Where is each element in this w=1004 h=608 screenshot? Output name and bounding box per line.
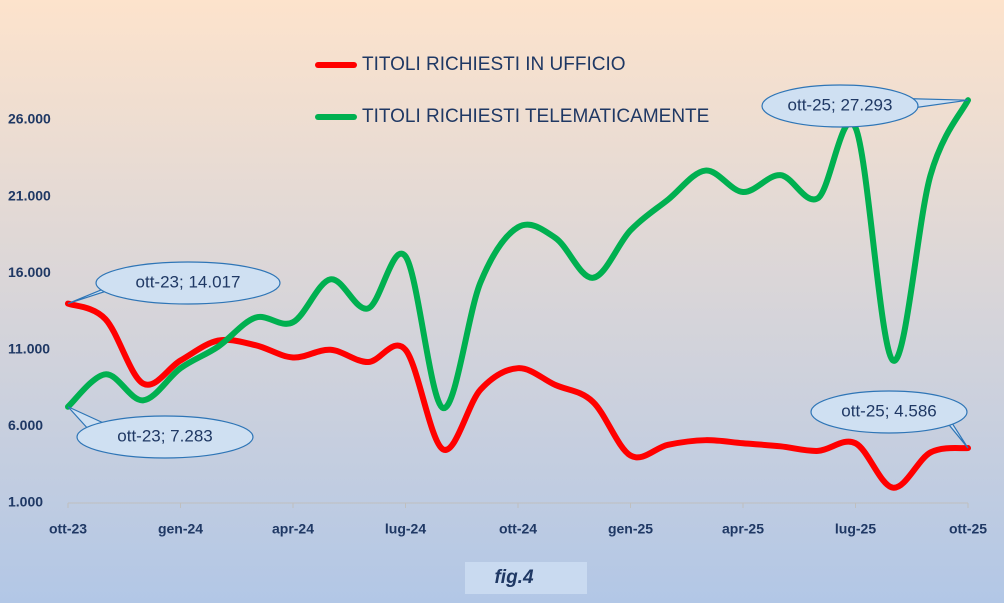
y-tick-label: 16.000 (8, 264, 51, 280)
data-label: ott-23; 7.283 (117, 426, 212, 445)
y-tick-label: 21.000 (8, 187, 51, 203)
x-tick-label: ott-25 (949, 521, 987, 537)
data-label: ott-25; 27.293 (788, 95, 893, 114)
callout (761, 84, 919, 128)
series-line (65, 97, 971, 412)
y-tick-label: 1.000 (8, 494, 43, 510)
x-tick-label: ott-23 (49, 521, 87, 537)
x-tick-label: ott-24 (499, 521, 537, 537)
data-label: ott-23; 14.017 (136, 272, 241, 291)
series-line (65, 300, 971, 491)
callout (95, 261, 281, 305)
y-tick-label: 6.000 (8, 417, 43, 433)
x-tick-label: gen-24 (158, 521, 203, 537)
callout (810, 390, 968, 434)
caption: fig.4 (494, 567, 533, 588)
y-tick-label: 11.000 (8, 341, 50, 357)
callout (76, 415, 254, 459)
x-tick-label: gen-25 (608, 521, 653, 537)
x-tick-label: apr-25 (722, 521, 764, 537)
x-tick-label: lug-25 (835, 521, 876, 537)
legend-label: TITOLI RICHIESTI TELEMATICAMENTE (362, 106, 709, 127)
data-label: ott-25; 4.586 (841, 401, 936, 420)
x-tick-label: lug-24 (385, 521, 426, 537)
caption-box (465, 562, 587, 594)
y-tick-label: 26.000 (8, 111, 51, 127)
legend-label: TITOLI RICHIESTI IN UFFICIO (362, 54, 626, 75)
x-tick-label: apr-24 (272, 521, 314, 537)
